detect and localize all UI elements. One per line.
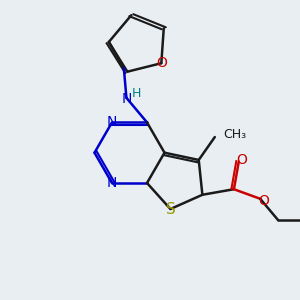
Text: S: S [166, 202, 175, 217]
Text: N: N [107, 116, 117, 129]
Text: O: O [156, 56, 167, 70]
Text: O: O [236, 153, 247, 166]
Text: H: H [132, 87, 141, 101]
Text: O: O [258, 194, 269, 208]
Text: CH₃: CH₃ [223, 128, 246, 140]
Text: N: N [121, 92, 132, 106]
Text: N: N [107, 176, 117, 190]
